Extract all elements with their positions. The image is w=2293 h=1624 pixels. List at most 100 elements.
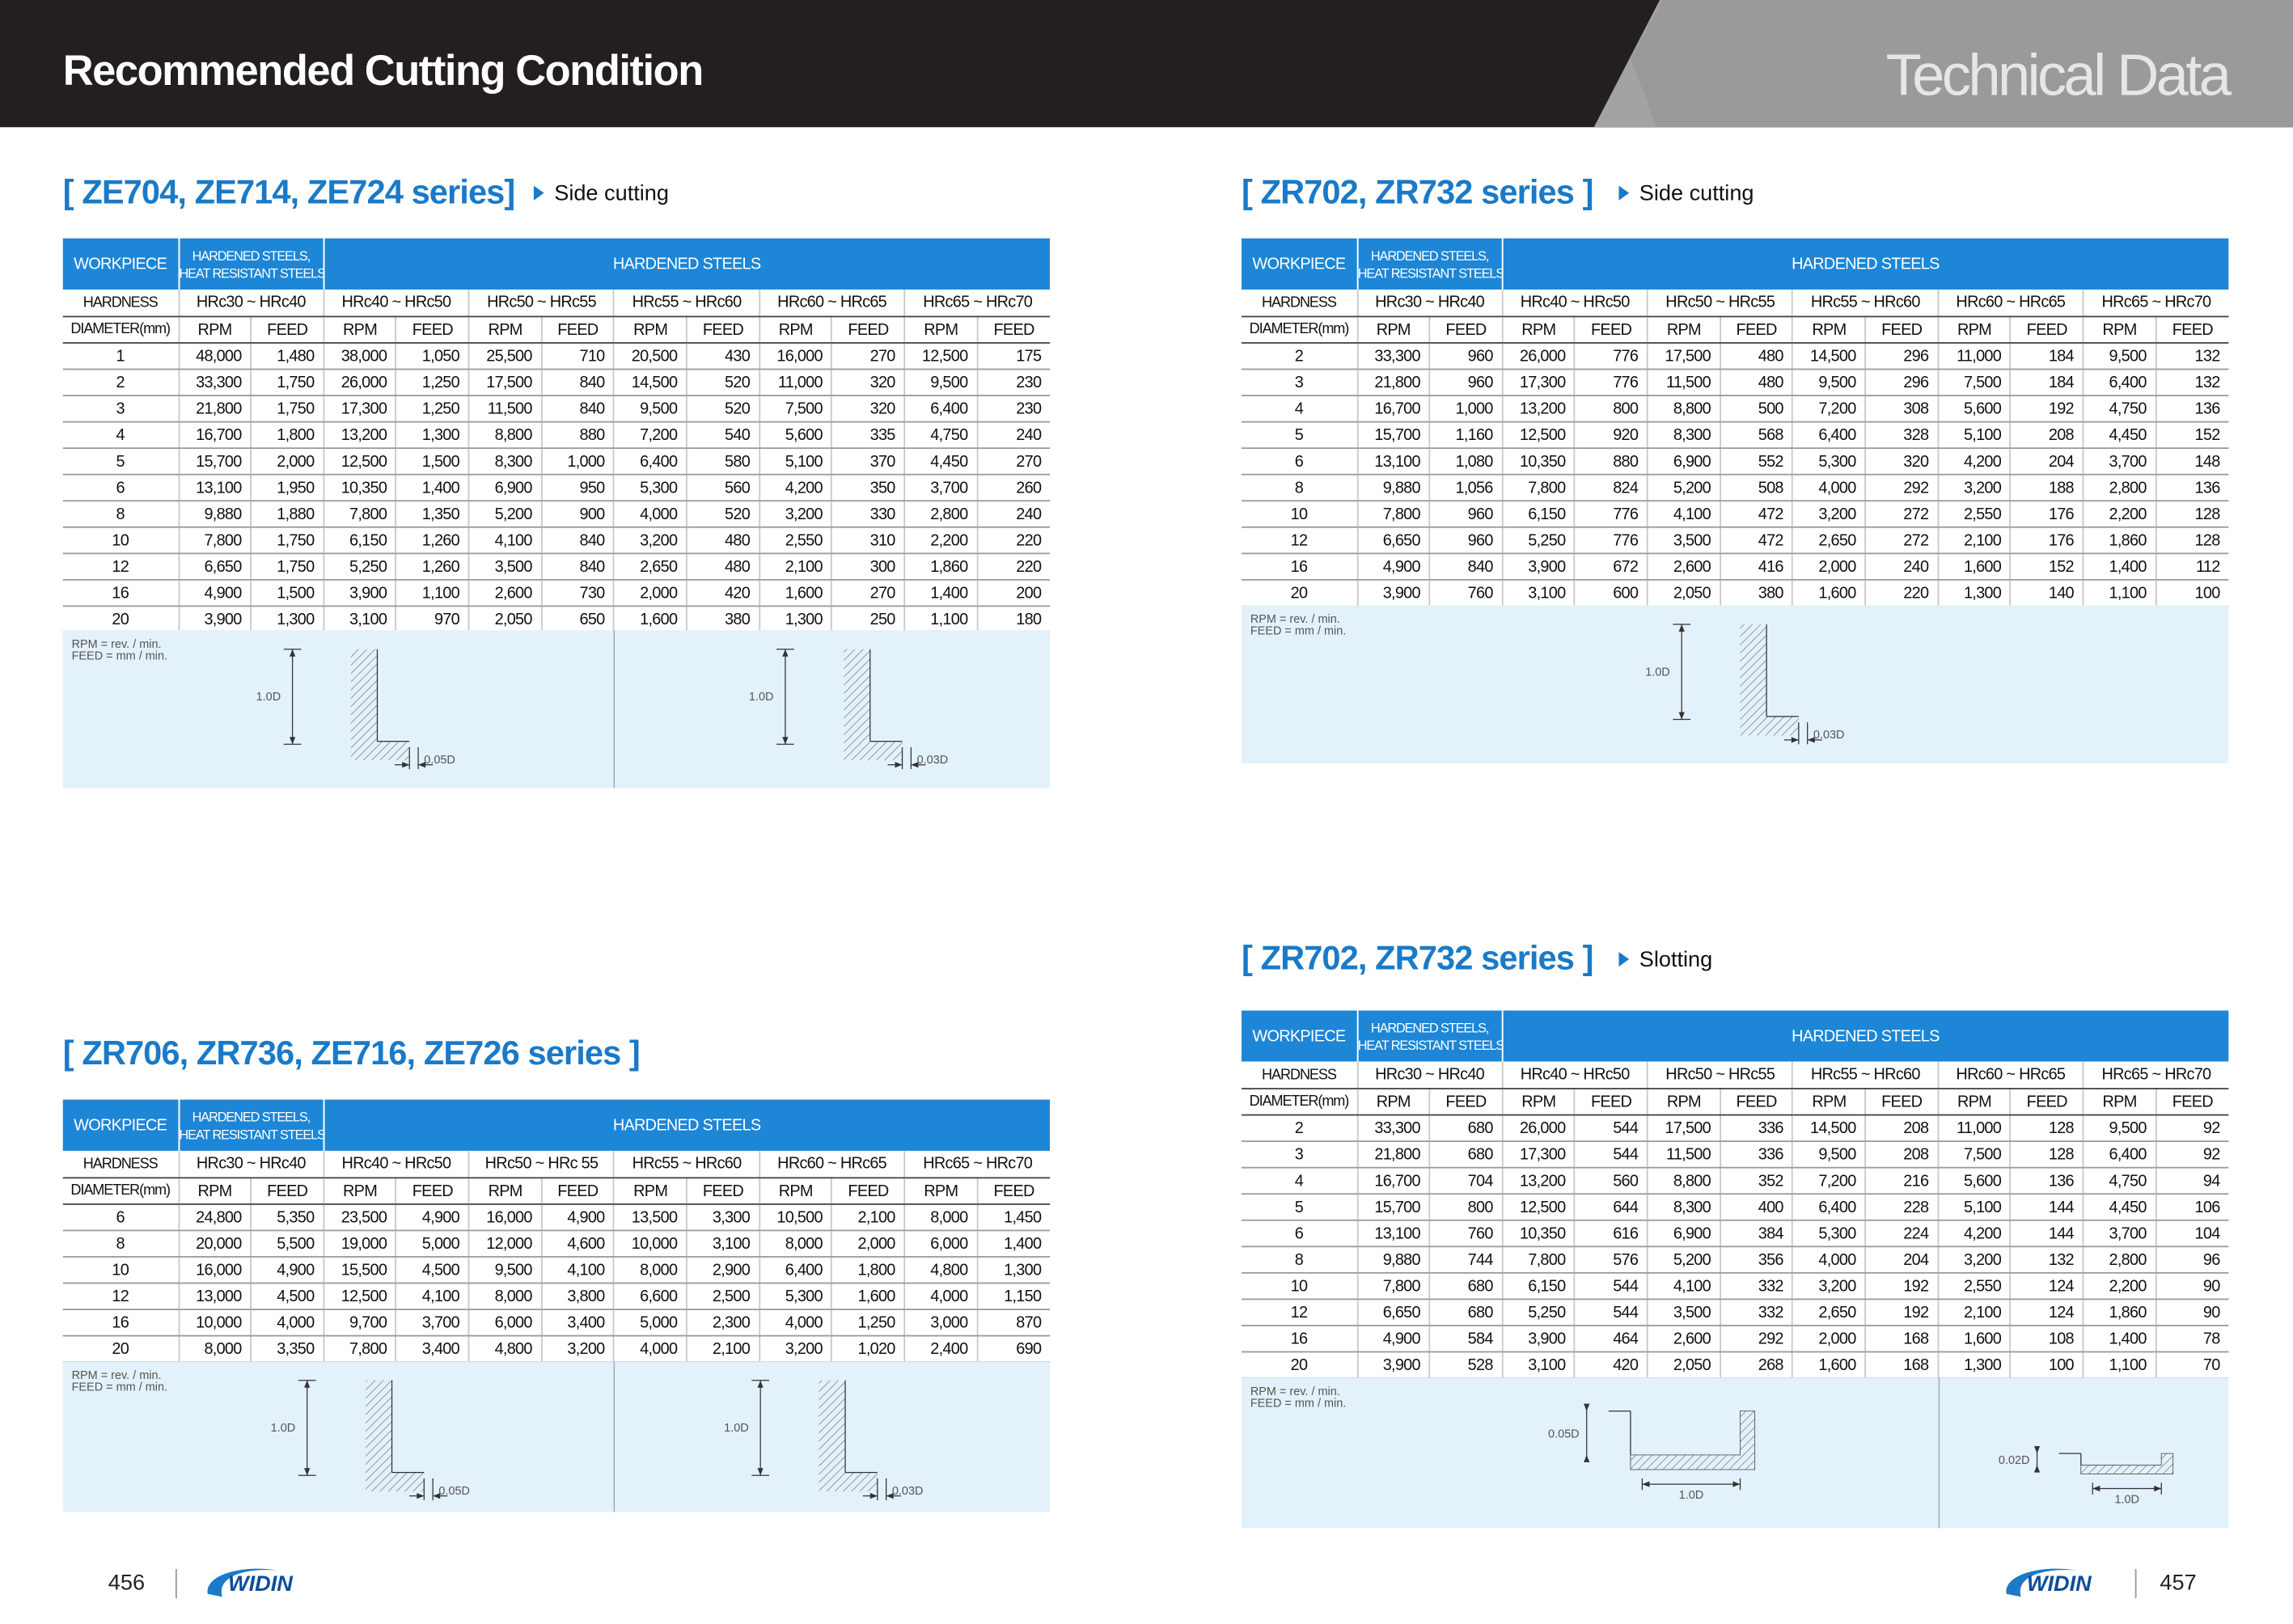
data-row: 8 9,880 1,056 7,800 824 5,200 508 4,000 292 3,200… (1241, 474, 2229, 502)
cell: 7,800 (1356, 501, 1431, 528)
cell: 5,250 (1502, 527, 1576, 555)
cell: 2,900 (687, 1256, 760, 1284)
dim-label: 0.03D (1813, 728, 1845, 741)
cell: 8 (62, 501, 180, 528)
cell: 480 (1720, 369, 1794, 396)
cell: 544 (1575, 1114, 1648, 1143)
cell: FEED (831, 316, 906, 344)
cell: 960 (1429, 501, 1504, 528)
cell: 20 (62, 1335, 180, 1364)
cell: 544 (1575, 1272, 1648, 1300)
cell: 1,480 (251, 342, 325, 370)
cell: 224 (1865, 1220, 1939, 1248)
cell: HRc30 ~ HRc40 (178, 289, 325, 318)
cell: 3,700 (904, 474, 979, 502)
cell: 2,300 (687, 1309, 760, 1337)
cell: RPM (904, 1178, 979, 1205)
cell: 10,000 (178, 1309, 252, 1337)
cell: 380 (687, 606, 760, 633)
cell: 3,900 (324, 579, 397, 607)
cell: 520 (687, 501, 760, 528)
cell: 4,000 (251, 1309, 325, 1337)
note: FEED = mm / min. (72, 650, 167, 663)
cell-line: HEAT RESISTANT STEELS (1357, 1037, 1503, 1052)
cell: 1,600 (614, 606, 687, 633)
cell: DIAMETER(mm) (1241, 316, 1358, 344)
cell: 5,300 (1792, 448, 1867, 476)
cell: 2,050 (1647, 579, 1721, 607)
cell: 148 (2156, 448, 2229, 476)
cell: HARDENED STEELS, HEAT RESISTANT STEELS (1356, 1010, 1504, 1062)
data-row: 12 6,650 680 5,250 544 3,500 332 2,650 192 2,100 1… (1241, 1299, 2229, 1326)
note: FEED = mm / min. (72, 1381, 167, 1394)
cell: 760 (1429, 579, 1504, 607)
cell: 230 (977, 395, 1051, 423)
divider (2134, 1568, 2137, 1599)
dim-label: 0.03D (917, 754, 949, 767)
cell: RPM (324, 1178, 397, 1205)
cell: 6,400 (2083, 1141, 2157, 1169)
cell: FEED (396, 1178, 470, 1205)
cell: 38,000 (324, 342, 397, 370)
cell: 4,200 (759, 474, 833, 502)
cell: 6,400 (2083, 369, 2157, 396)
cell: 2,650 (1792, 527, 1867, 555)
cell: 144 (2010, 1194, 2084, 1221)
workpiece-row: WORKPIECE HARDENED STEELS, HEAT RESISTANT … (62, 1099, 1051, 1151)
cell: 2,650 (1792, 1299, 1867, 1326)
cell: 1,400 (2083, 553, 2157, 581)
cell: 430 (687, 342, 760, 370)
cell: 16,000 (468, 1203, 543, 1232)
cell: 2,600 (1647, 1325, 1721, 1353)
cell: 464 (1575, 1325, 1648, 1353)
cell: 900 (541, 501, 616, 528)
data-row: 5 15,700 2,000 12,500 1,500 8,300 1,000 6,400 58… (62, 448, 1051, 476)
cell: 7,200 (614, 421, 687, 450)
cell: 420 (687, 579, 760, 607)
cell: 21,800 (178, 395, 252, 423)
cell: RPM (614, 1178, 687, 1205)
arrowhead (418, 762, 426, 768)
arrowhead (402, 762, 410, 768)
cell: HARDENED STEELS (1502, 1010, 2230, 1062)
cell: 240 (977, 421, 1051, 450)
cell: 9,880 (1356, 474, 1431, 502)
cell: 12,500 (324, 1283, 397, 1310)
cell: HRc60 ~ HRc65 (1938, 1061, 2084, 1089)
hardness-row: HARDNESS HRc30 ~ HRc40 HRc40 ~ HRc50 HRc50 … (62, 1150, 1051, 1179)
cell: 16 (62, 1309, 180, 1337)
cell: 308 (1865, 395, 1939, 423)
arrowhead (417, 1493, 425, 1499)
cell: 124 (2010, 1299, 2084, 1326)
cell: 2 (1241, 342, 1358, 370)
cell: 4,000 (759, 1309, 833, 1337)
cell: 228 (1865, 1194, 1939, 1221)
cutting-table: WORKPIECE HARDENED STEELS, HEAT RESISTANT … (62, 238, 1051, 633)
cell: 4,750 (2083, 395, 2157, 423)
cell: 4,500 (251, 1283, 325, 1310)
cell: 3,700 (2083, 448, 2157, 476)
cell: 8,300 (1647, 1194, 1721, 1221)
cell: 20 (1241, 579, 1358, 607)
cell: 4 (1241, 395, 1358, 423)
cell: 680 (1429, 1114, 1504, 1143)
note: FEED = mm / min. (1250, 624, 1346, 637)
cell: 21,800 (1356, 369, 1431, 396)
cell: FEED (1865, 316, 1939, 344)
cell: HRc55 ~ HRc60 (1792, 289, 1939, 318)
cell: 1,500 (396, 448, 470, 476)
data-row: 4 16,700 1,800 13,200 1,300 8,800 880 7,200 540 5… (62, 421, 1051, 450)
cell: 690 (977, 1335, 1051, 1364)
cell: HRc40 ~ HRc50 (324, 1150, 470, 1179)
cell: 26,000 (324, 369, 397, 396)
cell: 880 (541, 421, 616, 450)
dim-label: 0.05D (424, 754, 455, 767)
data-row: 20 3,900 1,300 3,100 970 2,050 650 1,600 380 1,30… (62, 606, 1051, 633)
cell: 2,000 (1792, 553, 1867, 581)
cell: FEED (1720, 1089, 1794, 1116)
cell: 16,000 (178, 1256, 252, 1284)
arrowhead (886, 1493, 894, 1499)
arrowhead (1584, 1454, 1590, 1462)
cell: HARDENED STEELS (1502, 238, 2230, 290)
dim-label: 1.0D (1679, 1488, 1704, 1501)
